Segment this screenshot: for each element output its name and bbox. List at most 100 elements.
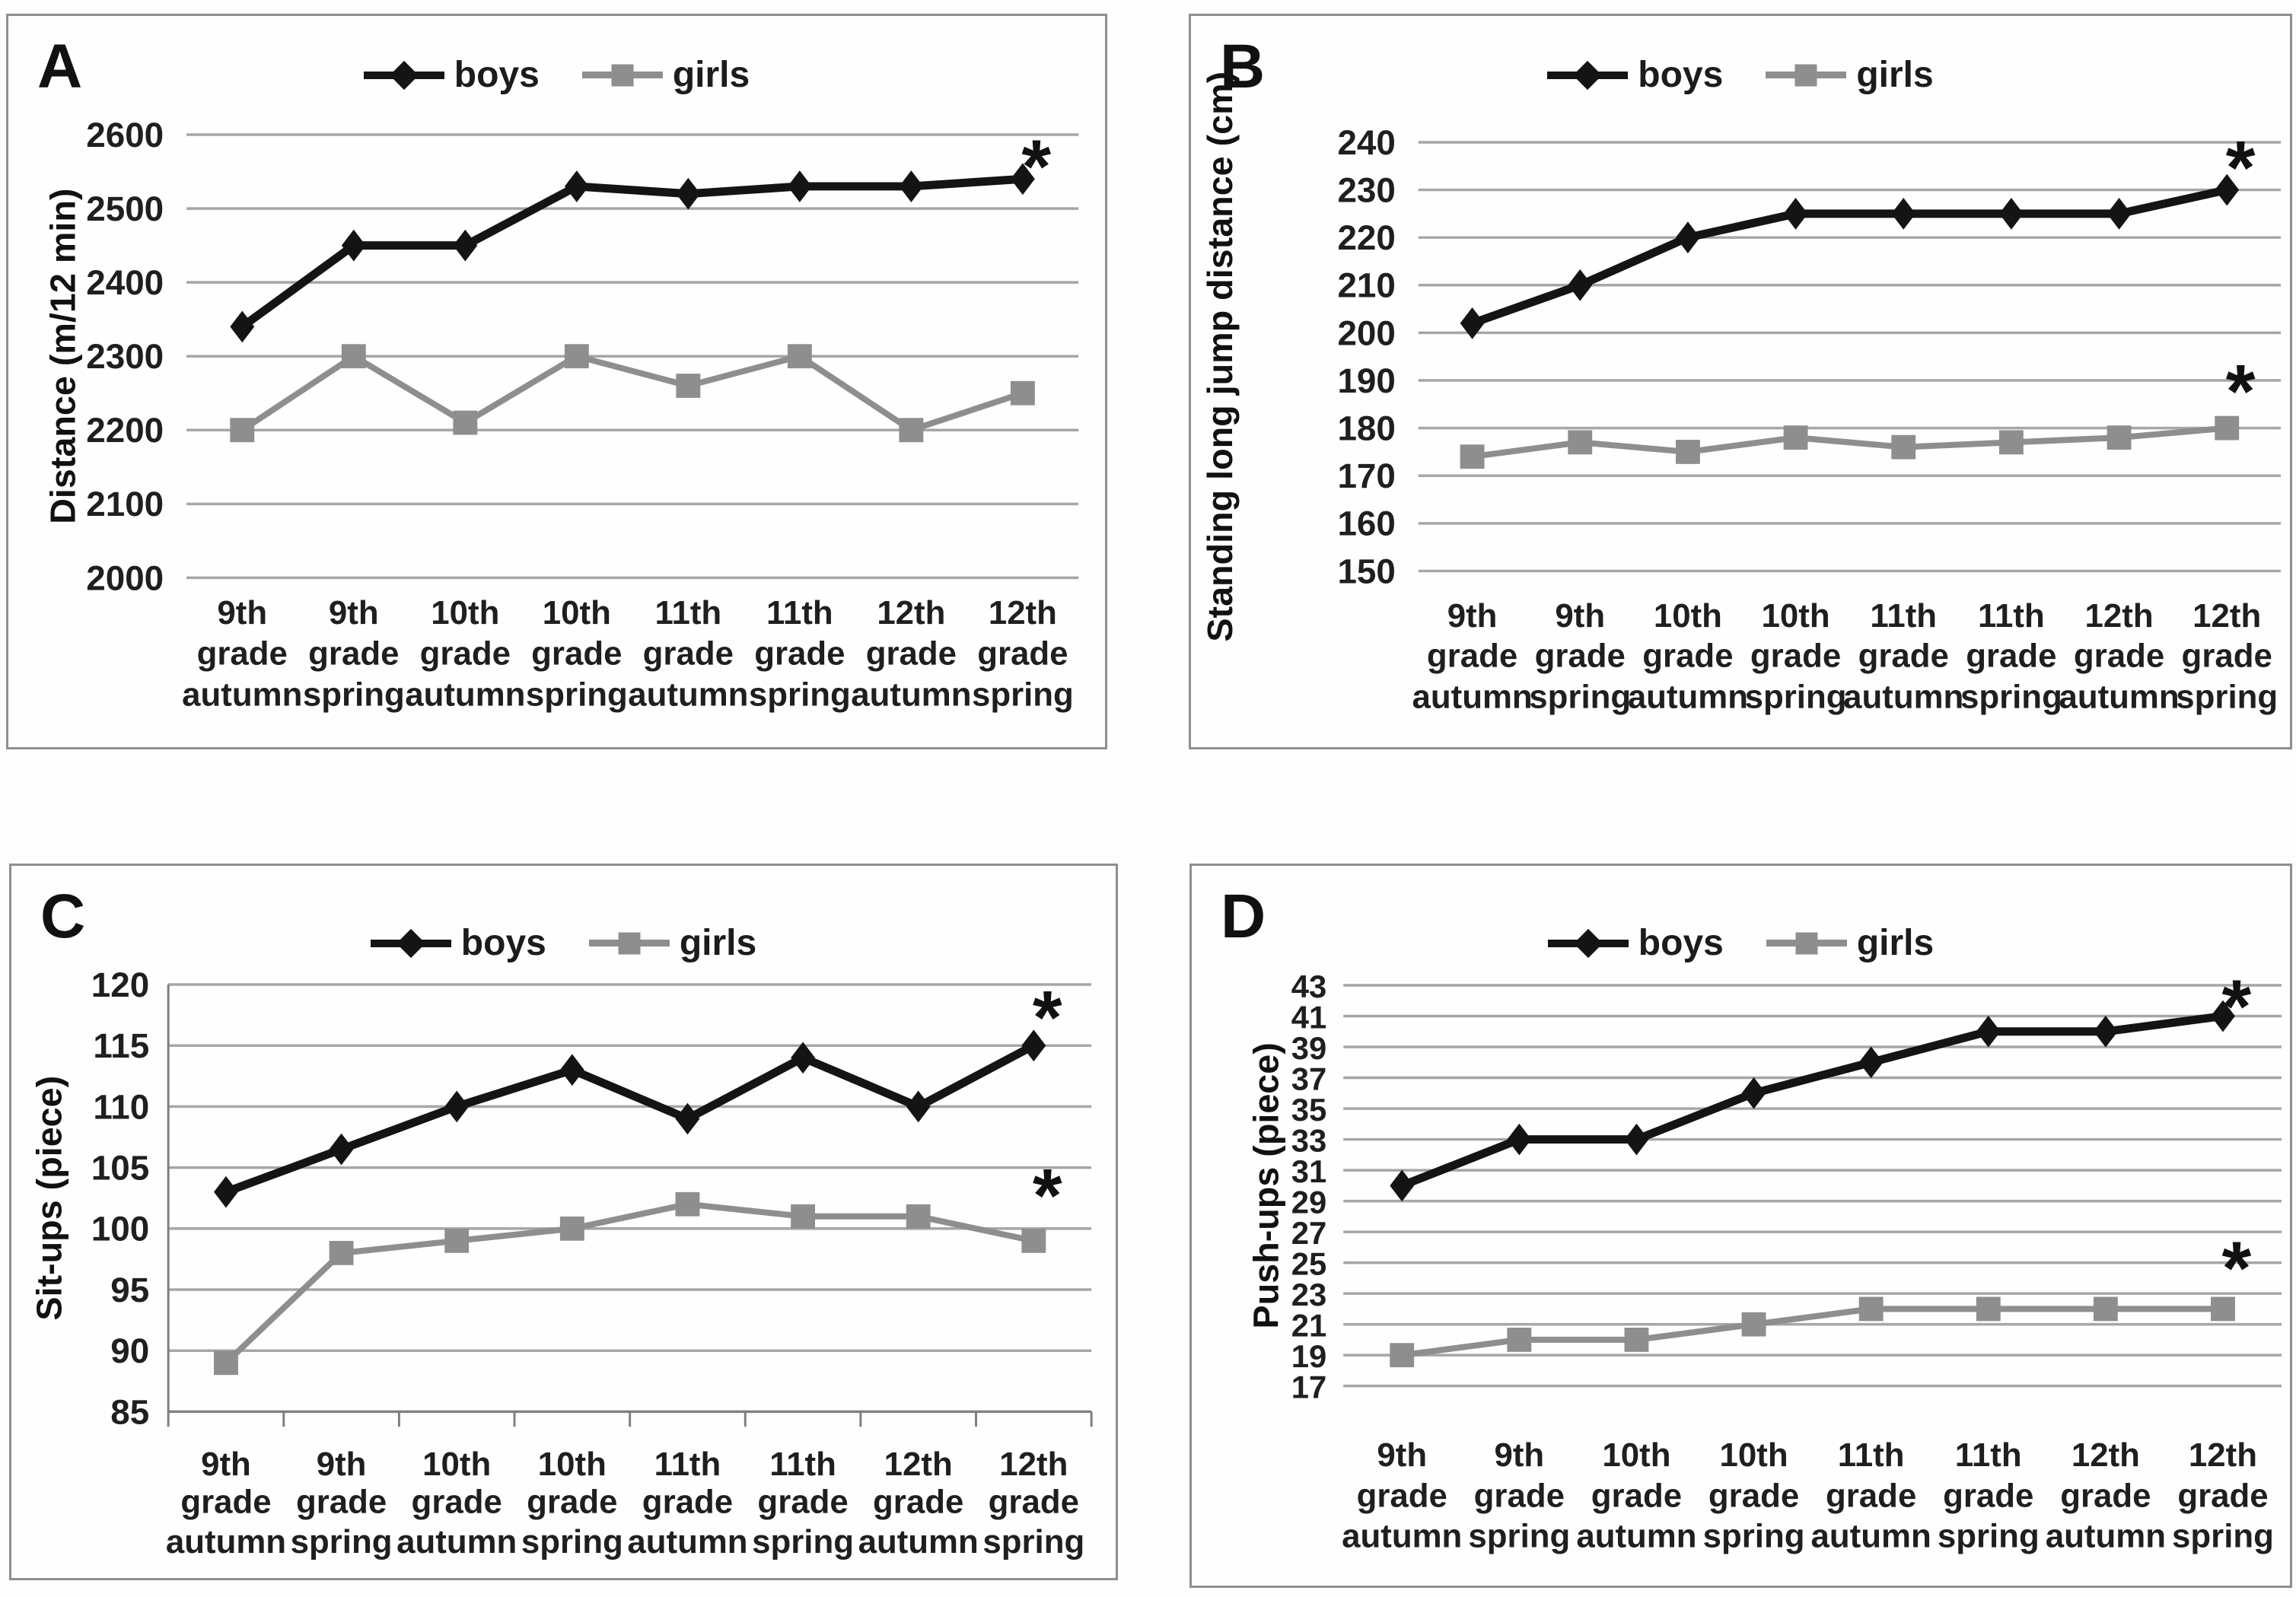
x-category-label: 12th [2085,597,2154,635]
x-category-label: 9th [1377,1436,1427,1474]
square-data-marker [1783,425,1808,450]
diamond-data-marker [791,1042,816,1074]
y-tick-label: 23 [1291,1277,1327,1312]
square-marker-icon [1795,932,1818,954]
x-category-label: 9th [1447,597,1498,635]
y-tick-label: 19 [1291,1338,1327,1374]
girls-series-line [224,1201,1035,1366]
square-marker-icon [618,932,641,954]
y-tick-label: 190 [1337,361,1395,400]
square-data-marker [1675,440,1700,464]
diamond-data-marker [1858,1046,1884,1079]
legend: boys girls [11,922,1116,964]
x-category-label: grade [2074,638,2164,675]
x-category-label: 10th [1602,1436,1670,1474]
x-category-label: 9th [329,594,379,631]
square-data-marker [906,1204,931,1229]
x-category-label: autumn [627,1523,747,1560]
girls-line-icon [581,64,663,86]
x-category-label: grade [754,635,845,673]
x-category-label: grade [1943,1478,2033,1515]
x-category-label: autumn [1843,678,1963,715]
y-tick-label: 115 [93,1026,149,1065]
x-category-label: grade [873,1484,963,1521]
x-category-label: spring [1745,678,1847,715]
x-category-label: autumn [2046,1517,2166,1554]
diamond-data-marker [787,170,812,202]
x-category-label: spring [749,676,851,713]
diamond-data-marker [1507,1123,1532,1156]
y-tick-label: 2400 [86,263,164,302]
x-category-label: autumn [2059,678,2179,715]
girls-series-line [1472,425,2228,460]
x-category-label: grade [1826,1478,1916,1515]
x-category-label: grade [1750,638,1841,675]
diamond-data-marker [906,1090,931,1123]
y-tick-label: 95 [110,1271,149,1309]
x-category-label: grade [1858,638,1949,675]
y-axis-title: Distance (m/12 min) [43,189,83,524]
y-tick-label: 2200 [86,411,164,450]
y-tick-label: 100 [91,1210,149,1249]
boys-series-line [225,1042,1036,1196]
legend-item-boys: boys [1547,922,1724,964]
square-data-marker [791,1204,816,1229]
diamond-data-marker [2093,1015,2118,1048]
x-category-label: 11th [654,1446,721,1483]
diamond-data-marker [676,177,701,210]
x-category-label: spring [982,1523,1084,1560]
panel-d: 17 19 21 23 25 27 29 31 33 35 37 39 41 43 Push-ups (pi… [1189,864,2292,1588]
legend-item-girls: girls [588,922,757,964]
y-tick-label: 17 [1291,1370,1327,1405]
x-category-label: spring [2176,678,2278,715]
diamond-marker-icon [396,928,425,958]
x-category-label: 9th [201,1446,251,1483]
panel-d-letter: D [1221,882,1266,951]
significance-star: * [2222,965,2252,1049]
legend-label-girls: girls [672,55,750,95]
legend-item-girls: girls [1766,922,1934,964]
diamond-data-marker [1568,269,1593,301]
x-category-label: autumn [1576,1517,1696,1554]
x-category-label: grade [1474,1478,1565,1515]
x-category-label: autumn [1811,1517,1931,1554]
diamond-data-marker [1998,198,2024,230]
square-data-marker [1891,434,1916,460]
girls-line-icon [1766,932,1847,954]
x-category-label: 12th [2193,597,2261,635]
x-category-label: 9th [317,1446,367,1483]
square-data-marker [1010,380,1035,406]
square-data-marker [2211,1296,2235,1322]
x-category-label: 11th [1870,597,1937,635]
x-category-label: 11th [1978,597,2045,635]
square-data-marker [1460,444,1485,469]
y-tick-label: 150 [1337,552,1395,590]
y-tick-label: 180 [1337,409,1395,448]
diamond-data-marker [1390,1169,1415,1202]
square-data-marker [2107,425,2132,450]
legend-label-girls: girls [679,923,757,963]
x-category-label: autumn [1412,678,1532,715]
x-category-label: grade [197,635,288,673]
y-tick-label: 29 [1291,1185,1327,1220]
x-category-label: autumn [396,1523,517,1560]
panel-b-letter: B [1220,32,1266,101]
x-category-label: 10th [1654,597,1722,635]
x-category-label: grade [2182,638,2272,675]
x-category-label: grade [2060,1478,2151,1515]
square-data-marker [1741,1312,1766,1337]
boys-series-line [1470,186,2228,328]
y-tick-label: 160 [1337,504,1395,543]
y-tick-label: 2300 [86,337,164,376]
x-category-label: 11th [655,594,722,631]
square-data-marker [1976,1296,2001,1322]
y-tick-label: 2100 [86,485,164,523]
diamond-data-marker [444,1090,470,1123]
diamond-data-marker [1460,307,1485,339]
x-category-label: autumn [1342,1517,1462,1554]
x-category-label: spring [521,1523,623,1560]
boys-line-icon [363,60,444,90]
panel-b: 150 160 170 180 190 200 210 220 230 240 Standing l… [1189,14,2292,749]
